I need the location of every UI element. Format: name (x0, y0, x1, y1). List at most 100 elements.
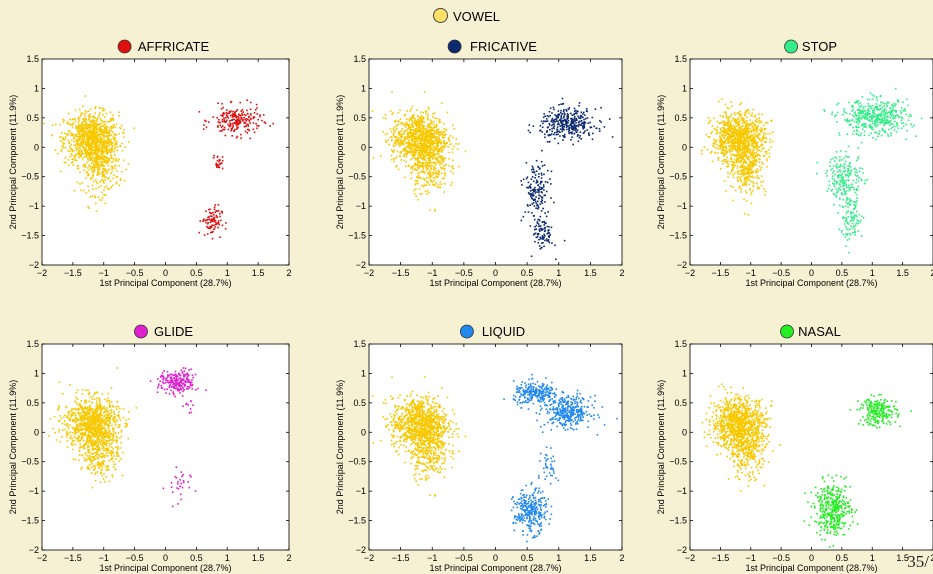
data-point (409, 110, 412, 112)
data-point (532, 190, 535, 193)
data-point (739, 103, 741, 106)
data-point (77, 131, 79, 134)
data-point (738, 114, 741, 116)
data-point (219, 215, 221, 218)
data-point (98, 166, 101, 169)
data-point (733, 130, 736, 132)
data-point (417, 137, 420, 140)
data-point (416, 163, 419, 166)
panel-title: FRICATIVE (447, 39, 537, 54)
data-point (88, 116, 91, 119)
data-point (253, 112, 256, 114)
data-point (85, 161, 88, 164)
data-point (440, 148, 443, 150)
data-point (857, 116, 860, 119)
data-point (397, 138, 399, 141)
data-point (584, 114, 586, 116)
data-point (464, 150, 467, 153)
data-point (430, 143, 433, 146)
data-point (719, 128, 722, 130)
data-point (93, 160, 96, 163)
data-point (855, 129, 858, 131)
data-point (404, 146, 407, 149)
data-point (570, 128, 573, 130)
data-point (710, 152, 712, 154)
data-point (82, 129, 85, 132)
data-point (429, 148, 432, 151)
data-point (722, 116, 725, 118)
data-point (743, 169, 745, 171)
data-point (529, 225, 532, 227)
data-point (102, 107, 105, 110)
data-point (747, 109, 750, 112)
data-point (563, 116, 565, 119)
data-point (100, 127, 102, 130)
data-point (401, 136, 403, 139)
data-point (861, 124, 863, 127)
data-point (428, 155, 431, 157)
data-point (420, 161, 423, 164)
data-point (94, 125, 96, 128)
data-point (738, 121, 740, 123)
data-point (417, 182, 419, 185)
data-point (858, 114, 861, 117)
data-point (742, 164, 744, 167)
data-point (82, 105, 84, 107)
data-point (433, 140, 436, 142)
data-point (435, 123, 438, 126)
data-point (104, 194, 107, 196)
data-point (738, 126, 741, 129)
data-point (415, 158, 417, 161)
data-point (435, 139, 437, 142)
data-point (553, 119, 555, 121)
data-point (747, 142, 750, 144)
data-point (221, 224, 224, 227)
data-point (101, 157, 103, 160)
data-point (402, 143, 405, 146)
data-point (414, 136, 417, 138)
data-point (727, 165, 729, 168)
data-point (559, 118, 562, 121)
data-point (422, 165, 425, 167)
data-point (445, 128, 448, 131)
data-point (719, 114, 722, 117)
data-point (115, 182, 118, 185)
data-point (82, 133, 85, 136)
data-point (418, 120, 421, 122)
data-point (73, 189, 76, 192)
data-point (896, 125, 898, 127)
data-point (386, 132, 389, 135)
data-point (852, 108, 854, 111)
data-point (407, 136, 410, 139)
data-point (415, 163, 418, 166)
data-point (90, 145, 93, 147)
data-point (436, 140, 439, 143)
data-point (76, 140, 79, 142)
data-point (416, 140, 419, 143)
data-point (72, 118, 75, 121)
data-point (579, 120, 581, 123)
data-point (213, 206, 216, 208)
data-point (402, 142, 404, 145)
data-point (452, 167, 455, 170)
data-point (112, 160, 114, 163)
data-point (423, 146, 426, 149)
data-point (735, 131, 738, 134)
data-point (226, 116, 229, 118)
data-point (522, 215, 525, 218)
data-point (72, 133, 75, 136)
data-point (93, 149, 95, 152)
data-point (79, 136, 81, 139)
data-point (234, 122, 237, 124)
data-point (739, 169, 742, 172)
data-point (526, 176, 529, 178)
data-point (106, 121, 109, 123)
data-point (731, 134, 734, 136)
data-point (414, 145, 417, 147)
data-point (403, 140, 405, 143)
data-point (900, 122, 903, 124)
data-point (223, 112, 225, 115)
data-point (91, 134, 94, 137)
data-point (406, 145, 408, 147)
data-point (112, 177, 115, 180)
